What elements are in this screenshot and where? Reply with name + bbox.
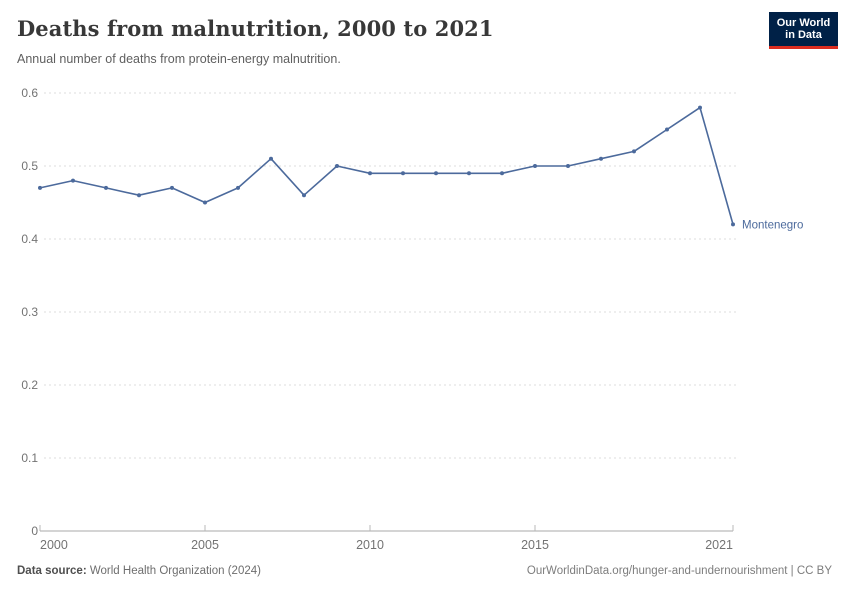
- y-tick-label: 0: [31, 524, 38, 538]
- entity-label[interactable]: Montenegro: [742, 219, 803, 231]
- data-point[interactable]: [170, 185, 174, 190]
- data-point[interactable]: [566, 164, 570, 168]
- data-point[interactable]: [698, 105, 702, 110]
- data-point[interactable]: [434, 171, 438, 176]
- footer-citation: OurWorldinData.org/hunger-and-undernouri…: [526, 565, 832, 577]
- data-point[interactable]: [467, 171, 471, 176]
- data-point[interactable]: [104, 185, 108, 190]
- data-point[interactable]: [665, 127, 669, 132]
- data-source: Data source: World Health Organization (…: [17, 565, 261, 577]
- data-point[interactable]: [38, 185, 42, 190]
- data-point[interactable]: [203, 200, 207, 205]
- owid-logo-line1: Our World: [776, 16, 831, 29]
- y-tick-label: 0.5: [21, 159, 38, 173]
- data-point[interactable]: [71, 178, 75, 183]
- data-source-value: World Health Organization (2024): [86, 565, 261, 577]
- data-point[interactable]: [731, 222, 735, 227]
- data-point[interactable]: [137, 193, 141, 198]
- data-point[interactable]: [302, 193, 306, 198]
- data-line: [39, 106, 734, 226]
- data-point[interactable]: [269, 156, 273, 161]
- data-point[interactable]: [236, 185, 240, 190]
- chart-title: Deaths from malnutrition, 2000 to 2021: [17, 16, 494, 41]
- data-point[interactable]: [368, 171, 372, 176]
- data-point[interactable]: [599, 156, 603, 161]
- y-tick-label: 0.2: [21, 378, 38, 392]
- x-tick-label: 2021: [705, 538, 733, 552]
- data-point[interactable]: [335, 164, 339, 168]
- x-tick-label: 2010: [356, 538, 384, 552]
- data-point[interactable]: [533, 164, 537, 168]
- x-tick-label: 2005: [191, 538, 219, 552]
- data-point[interactable]: [500, 171, 504, 176]
- chart-subtitle: Annual number of deaths from protein-ene…: [17, 52, 341, 66]
- data-point[interactable]: [632, 149, 636, 154]
- x-tick-label: 2015: [521, 538, 549, 552]
- y-tick-label: 0.6: [21, 86, 38, 100]
- owid-logo-line2: in Data: [785, 29, 822, 41]
- owid-logo[interactable]: Our World in Data: [769, 12, 838, 49]
- y-tick-label: 0.1: [21, 451, 38, 465]
- y-tick-label: 0.3: [21, 305, 38, 319]
- data-point[interactable]: [401, 171, 405, 176]
- x-tick-label: 2000: [40, 538, 68, 552]
- data-source-label: Data source:: [17, 565, 87, 577]
- y-tick-label: 0.4: [21, 232, 38, 246]
